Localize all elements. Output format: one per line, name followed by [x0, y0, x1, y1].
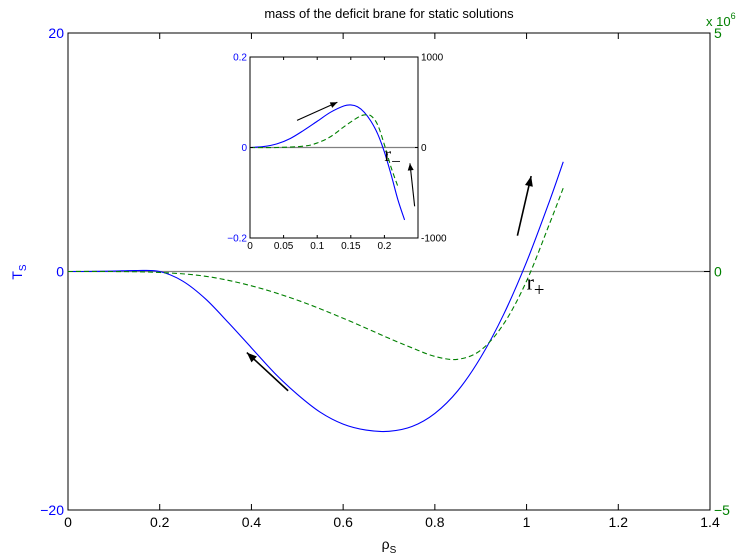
right-y-tick-label: −5	[714, 502, 730, 518]
direction-arrow	[407, 163, 416, 207]
x-tick-label: 0.2	[150, 514, 170, 530]
inset-x-axis-ticks: 0 0.05 0.1 0.15 0.2	[247, 57, 392, 252]
point-annotation: r+	[527, 269, 545, 301]
left-y-tick-label: 20	[48, 25, 64, 41]
x-axis-label-sub: S	[390, 545, 397, 556]
x-tick-label: 0.15	[341, 241, 361, 252]
arrow-shaft	[516, 175, 532, 236]
y-axis-label-sub: S	[18, 264, 29, 271]
x-axis-ticks: 0 0.2 0.4 0.6 0.8 1 1.2 1.4	[64, 33, 720, 530]
x-tick-label: 0	[64, 514, 72, 530]
x-axis-label: ρS	[382, 536, 397, 556]
arrow-head	[329, 102, 338, 108]
direction-arrow	[296, 101, 338, 121]
annotation-sub: +	[534, 280, 545, 301]
x-tick-label: 1.4	[700, 514, 720, 530]
x-tick-label: 1.2	[609, 514, 629, 530]
x-tick-label: 1	[523, 514, 531, 530]
right-y-axis-ticks: −5 0 5	[704, 25, 730, 518]
left-y-tick-label: 0	[241, 143, 247, 154]
x-tick-label: 0.1	[310, 241, 324, 252]
right-y-tick-label: 0	[421, 143, 427, 154]
arrows-group	[246, 175, 533, 392]
x-tick-label: 0.8	[425, 514, 445, 530]
right-y-tick-label: 5	[714, 25, 722, 41]
left-y-tick-label: −20	[40, 502, 64, 518]
inset-left-y-axis-ticks: −0.2 0 0.2	[227, 53, 253, 245]
right-axis-exponent: 6	[731, 11, 736, 21]
right-y-tick-label: 1000	[421, 53, 444, 64]
y-axis-label: TS	[9, 264, 29, 280]
inset-arrows-group	[296, 101, 416, 207]
main-chart: mass of the deficit brane for static sol…	[9, 6, 736, 556]
x-tick-label: 0.4	[242, 514, 262, 530]
annotation-main: r	[384, 144, 391, 166]
right-y-tick-label: 0	[714, 263, 722, 279]
annotation-sub: −	[391, 152, 401, 171]
inset-annotations-group: r−	[384, 144, 400, 171]
series-line-dashed	[249, 114, 399, 187]
arrow-head	[246, 352, 257, 363]
direction-arrow	[516, 175, 533, 236]
chart-title: mass of the deficit brane for static sol…	[264, 6, 514, 21]
series-line-dashed	[67, 187, 564, 361]
x-tick-label: 0.05	[274, 241, 294, 252]
right-y-tick-label: -1000	[421, 234, 447, 245]
x-tick-label: 0.6	[333, 514, 353, 530]
left-y-tick-label: −0.2	[227, 234, 247, 245]
left-y-axis-ticks: −20 0 20	[40, 25, 74, 518]
series-line-solid	[249, 104, 406, 221]
arrow-shaft	[296, 101, 338, 121]
x-tick-label: 0.2	[377, 241, 391, 252]
direction-arrow	[246, 352, 289, 392]
point-annotation: r−	[384, 144, 400, 171]
left-y-tick-label: 0.2	[233, 53, 247, 64]
arrow-head	[407, 163, 414, 171]
right-axis-multiplier: x 106	[706, 11, 736, 29]
arrow-shaft	[409, 163, 416, 207]
series-group	[67, 161, 564, 433]
annotations-group: r+	[527, 269, 545, 301]
inset-right-y-axis-ticks: -1000 0 1000	[415, 53, 447, 245]
left-y-tick-label: 0	[56, 263, 64, 279]
x-tick-label: 0	[247, 241, 253, 252]
inset-series-group	[249, 104, 406, 221]
arrow-head	[525, 176, 533, 187]
annotation-main: r	[527, 269, 535, 294]
